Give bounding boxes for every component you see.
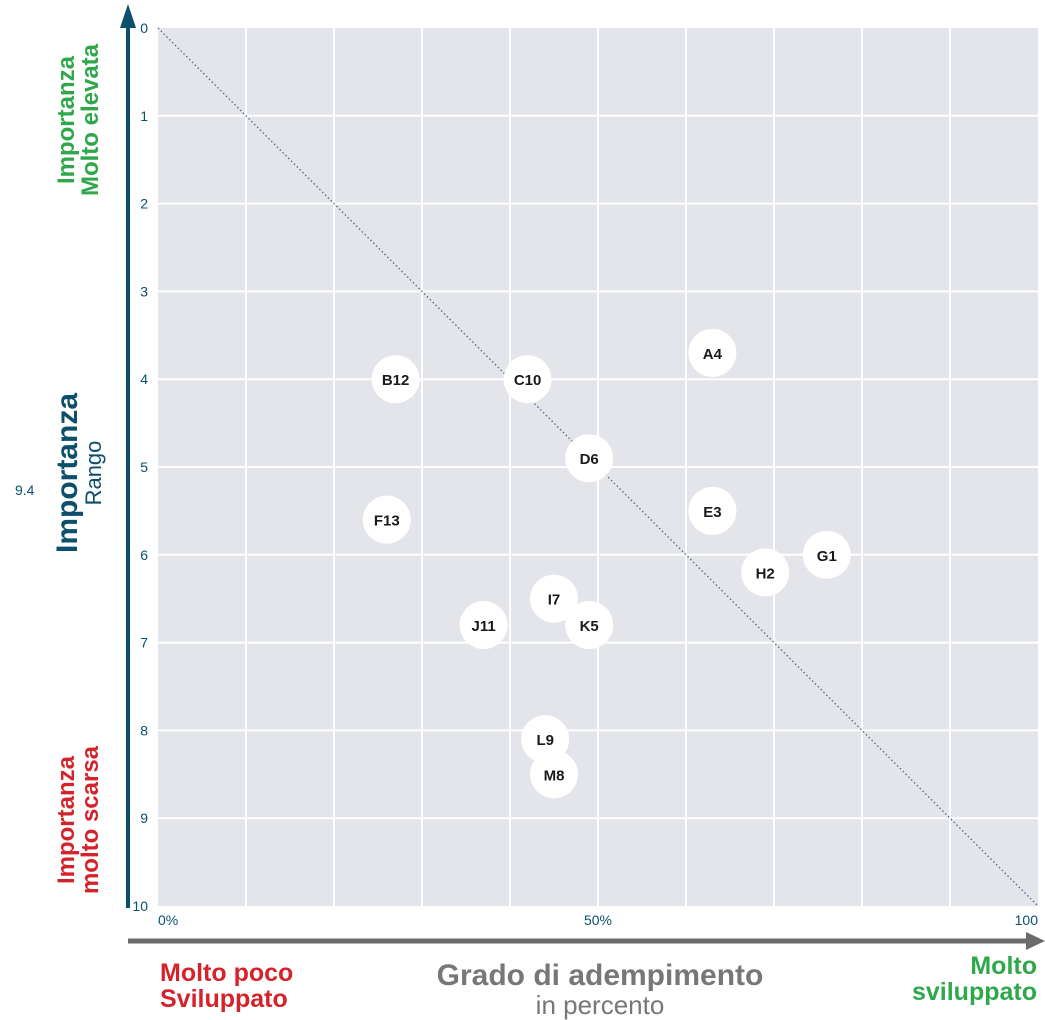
data-point-marker (503, 355, 552, 404)
x-label-right-line2: sviluppato (911, 978, 1037, 1007)
data-point-label: E3 (703, 504, 721, 521)
y-axis-title: Importanza Rango (51, 383, 107, 563)
data-point: G1 (802, 530, 851, 579)
data-point-marker (362, 495, 411, 544)
data-point-label: B12 (382, 372, 410, 389)
data-point-marker (565, 601, 614, 650)
x-label-left-line1: Molto poco (160, 959, 294, 987)
x-axis-arrow-icon (1026, 932, 1045, 950)
x-tick-label: 0% (158, 912, 178, 928)
y-tick-label: 7 (140, 635, 148, 651)
x-axis: 0% 50% 100 (128, 912, 1045, 950)
data-point-label: C10 (514, 372, 542, 389)
data-point-marker (688, 486, 737, 535)
data-point: K5 (565, 601, 614, 650)
y-tick-label: 6 (140, 547, 148, 563)
x-axis-title-sub: in percento (535, 989, 665, 1020)
data-point-marker (802, 530, 851, 579)
y-extra-value-label: 9.4 (15, 482, 35, 498)
data-point: E3 (688, 486, 737, 535)
x-label-right-line1: Molto (970, 952, 1037, 980)
y-axis: 0 1 2 3 4 5 6 7 8 9 10 (120, 4, 148, 914)
x-label-left-line2: Sviluppato (160, 985, 288, 1014)
data-point-marker (530, 750, 578, 799)
data-point-label: K5 (580, 618, 599, 635)
y-tick-label: 5 (140, 459, 148, 475)
y-tick-label: 2 (140, 196, 148, 212)
data-point: M8 (530, 750, 578, 799)
data-point-label: J11 (471, 618, 495, 635)
x-tick-label: 50% (584, 912, 612, 928)
y-label-top: Importanza Molto elevata (53, 30, 105, 210)
x-label-left: Molto poco Sviluppato (160, 960, 293, 1013)
x-tick-label: 100 (1015, 912, 1039, 928)
y-tick-label: 3 (140, 283, 148, 299)
data-point-marker (688, 328, 737, 377)
data-point-label: G1 (817, 548, 837, 565)
data-point-label: L9 (536, 732, 554, 749)
data-points: A4 B12 C10 D6 E3 F13 G1 H2 I7 J11 K5 L9 M8 (362, 328, 851, 799)
y-axis-title-sub: Rango (81, 440, 106, 506)
data-point-label: I7 (548, 592, 561, 609)
y-label-top-line1: Importanza (53, 56, 80, 185)
y-axis-title-main: Importanza (51, 392, 84, 554)
data-point-label: A4 (703, 346, 723, 363)
data-point-marker (371, 355, 420, 404)
data-point-label: M8 (544, 767, 565, 784)
data-point-marker (565, 434, 614, 483)
y-tick-label: 4 (140, 371, 148, 387)
y-tick-label: 9 (140, 810, 148, 826)
data-point: I7 (530, 574, 578, 623)
data-point: F13 (362, 495, 411, 544)
y-label-bottom: Importanza molto scarsa (53, 725, 105, 915)
y-tick-label: 1 (140, 108, 148, 124)
data-point-label: D6 (580, 451, 599, 468)
data-point: J11 (459, 601, 508, 650)
data-point-label: H2 (756, 565, 775, 582)
data-point: C10 (503, 355, 552, 404)
y-axis-arrow-icon (120, 4, 136, 28)
data-point-marker (459, 601, 508, 650)
y-label-top-line2: Molto elevata (77, 43, 104, 197)
data-point-marker (741, 548, 790, 597)
data-point: B12 (371, 355, 420, 404)
y-tick-label: 10 (132, 898, 148, 914)
y-label-bottom-line2: molto scarsa (77, 745, 104, 895)
data-point-marker (530, 574, 578, 623)
y-label-bottom-line1: Importanza (53, 756, 80, 885)
data-point: D6 (565, 434, 614, 483)
x-axis-title: Grado di adempimento in percento (300, 960, 900, 1018)
x-label-right: Molto sviluppato (912, 953, 1037, 1006)
data-point: A4 (688, 328, 737, 377)
y-tick-label: 8 (140, 722, 148, 738)
x-axis-title-main: Grado di adempimento (436, 959, 764, 992)
data-point: H2 (741, 548, 790, 597)
y-tick-label: 0 (140, 20, 148, 36)
data-point-label: F13 (374, 513, 400, 530)
